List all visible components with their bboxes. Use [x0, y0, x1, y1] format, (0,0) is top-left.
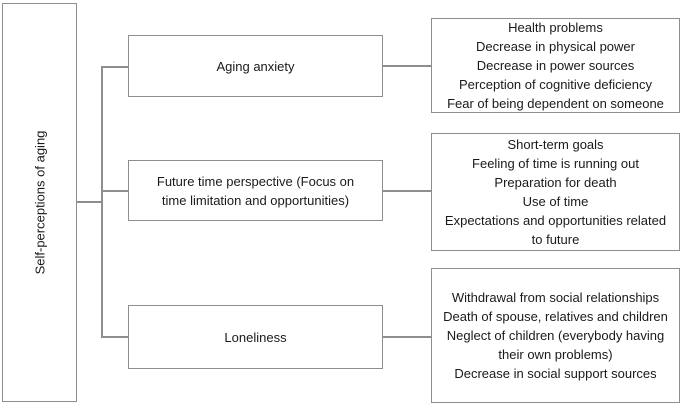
outcome-box-loneliness: Withdrawal from social relationships Dea…: [431, 268, 680, 403]
category-box-aging-anxiety: Aging anxiety: [128, 35, 383, 97]
connector-trunk-to-aging-anxiety: [101, 66, 128, 68]
outcome-list-future-time-perspective: Short-term goals Feeling of time is runn…: [444, 137, 667, 247]
outcome-box-future-time-perspective: Short-term goals Feeling of time is runn…: [431, 133, 680, 251]
category-label-aging-anxiety: Aging anxiety: [216, 58, 295, 74]
connector-future-time-to-outcomes: [383, 190, 431, 192]
connector-trunk-to-future-time: [101, 190, 128, 192]
root-box-label: Self-perceptions of aging: [32, 130, 47, 275]
outcome-list-aging-anxiety: Health problems Decrease in physical pow…: [447, 20, 664, 111]
connector-aging-anxiety-to-outcomes: [383, 65, 431, 67]
connector-trunk-to-loneliness: [101, 336, 128, 338]
outcome-box-aging-anxiety: Health problems Decrease in physical pow…: [431, 18, 680, 113]
outcome-list-loneliness: Withdrawal from social relationships Dea…: [443, 290, 668, 381]
category-label-loneliness: Loneliness: [224, 329, 287, 345]
root-box-self-perceptions-of-aging: Self-perceptions of aging: [2, 3, 77, 402]
category-box-loneliness: Loneliness: [128, 305, 383, 369]
connector-loneliness-to-outcomes: [383, 336, 431, 338]
category-label-future-time-perspective: Future time perspective (Focus on time l…: [156, 173, 355, 208]
connector-trunk-vertical: [101, 66, 103, 338]
connector-root-to-trunk: [77, 201, 102, 203]
category-box-future-time-perspective: Future time perspective (Focus on time l…: [128, 160, 383, 221]
